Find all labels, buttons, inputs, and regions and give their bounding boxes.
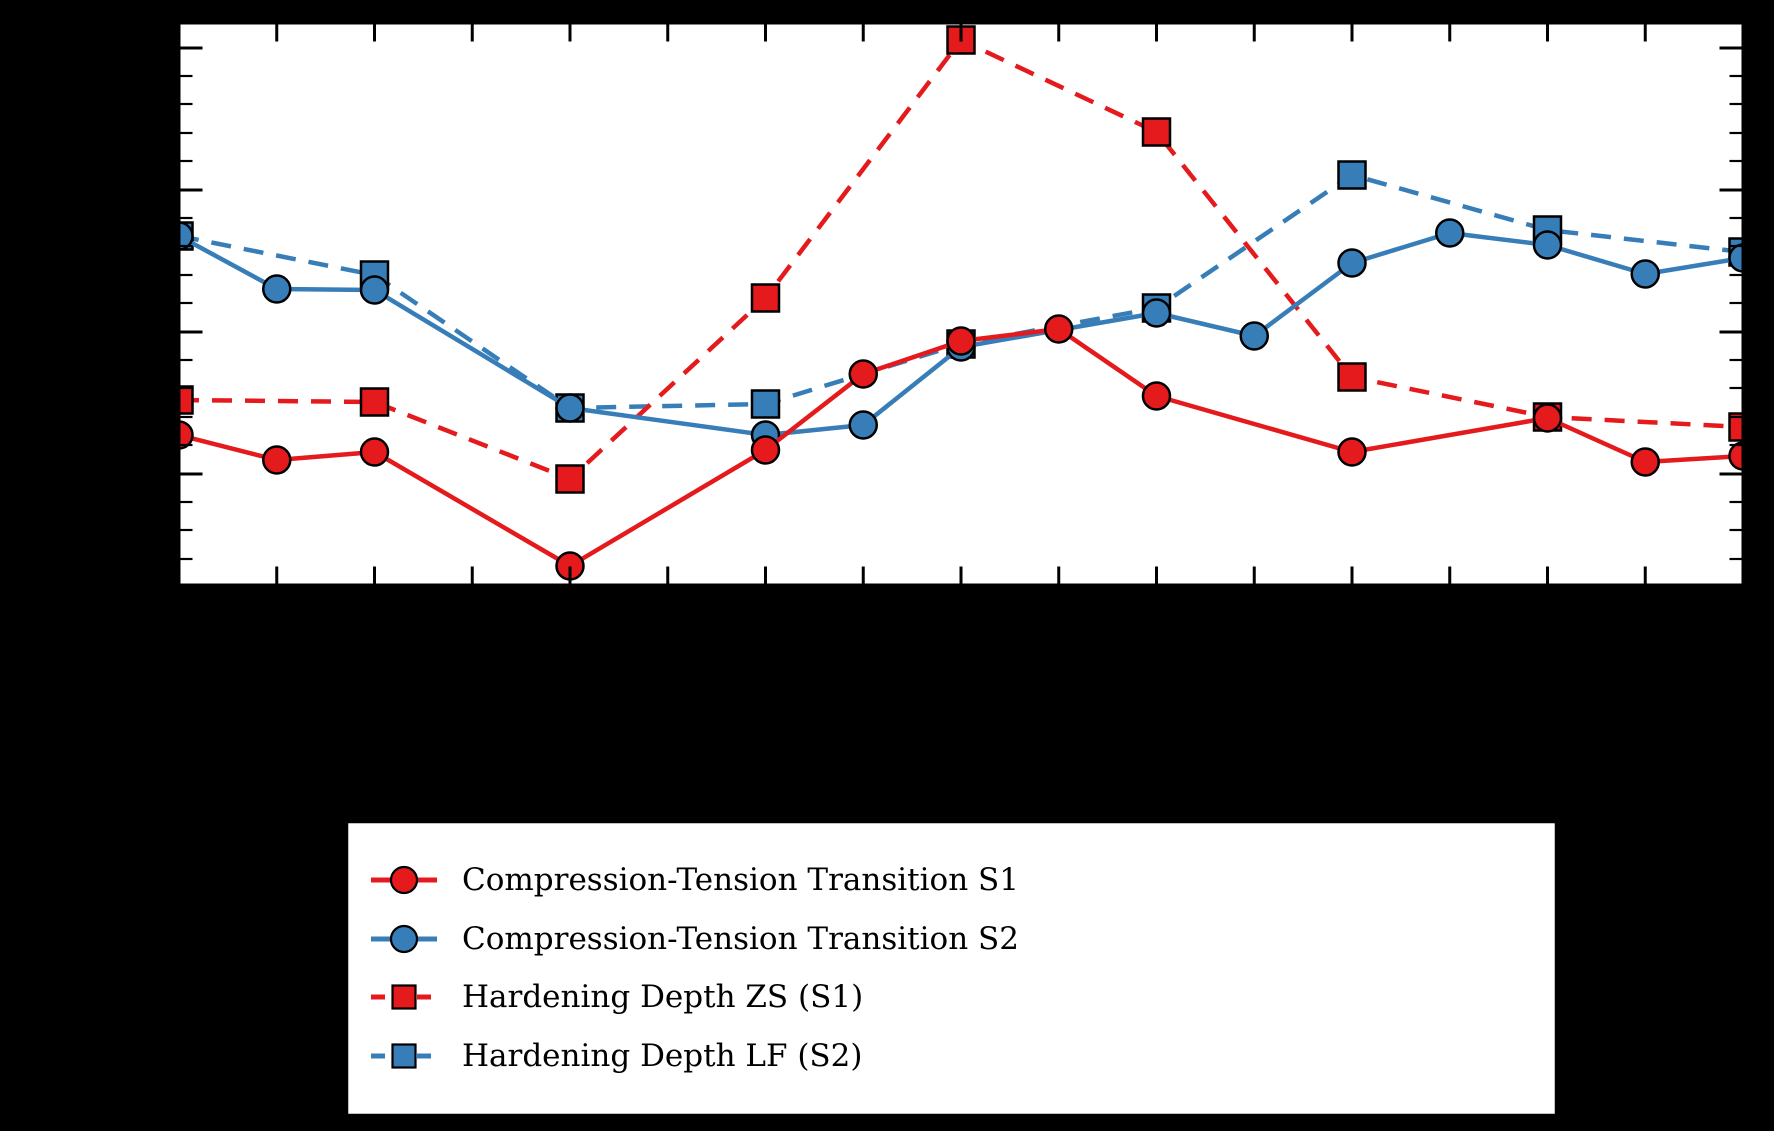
compression-tension-s1-circle-marker: [1630, 447, 1660, 477]
compression-tension-s1-circle-marker: [1337, 437, 1367, 467]
legend-square-marker-red: [391, 984, 417, 1010]
legend-box: [345, 820, 1558, 1117]
hardening-depth-zs-s1-square-marker: [1141, 117, 1172, 147]
legend-label-zs: Hardening Depth ZS (S1): [462, 979, 863, 1015]
legend-entry-s1: Compression-Tension Transition S1: [371, 862, 1019, 898]
compression-tension-s2-circle-marker: [359, 275, 390, 305]
legend-square-marker-blue: [391, 1043, 417, 1069]
compression-tension-s2-circle-marker: [1630, 259, 1660, 289]
compression-tension-s1-circle-marker: [848, 359, 878, 389]
compression-tension-s2-circle-marker: [179, 221, 194, 251]
compression-tension-s2-circle-marker: [1728, 243, 1743, 273]
legend-entry-s2: Compression-Tension Transition S2: [371, 921, 1019, 957]
legend-circle-marker-blue: [389, 924, 419, 954]
compression-tension-s1-circle-marker: [359, 437, 390, 467]
compression-tension-s2-circle-marker: [1435, 218, 1465, 248]
legend-entry-lf: Hardening Depth LF (S2): [371, 1038, 863, 1074]
compression-tension-s1-circle-marker: [1044, 314, 1074, 344]
compression-tension-s1-circle-marker: [262, 445, 292, 475]
compression-tension-s2-circle-marker: [262, 274, 292, 304]
compression-tension-s2-circle-marker: [1141, 298, 1172, 328]
compression-tension-s2-circle-marker: [848, 410, 878, 440]
hardening-depth-lf-s2-square-marker: [1337, 160, 1367, 190]
legend-label-lf: Hardening Depth LF (S2): [462, 1038, 863, 1074]
legend-circle-marker-red: [389, 865, 419, 895]
legend-entry-zs: Hardening Depth ZS (S1): [371, 979, 863, 1015]
compression-tension-s1-circle-marker: [1141, 381, 1172, 411]
legend-label-s1: Compression-Tension Transition S1: [462, 862, 1019, 898]
hardening-depth-zs-s1-square-marker: [750, 283, 781, 313]
compression-tension-s1-circle-marker: [946, 326, 976, 356]
axes-layer: [177, 21, 1745, 587]
compression-tension-s1-circle-marker: [750, 435, 781, 465]
hardening-depth-zs-s1-square-marker: [359, 387, 390, 417]
hardening-depth-zs-s1-square-marker: [555, 464, 585, 494]
legend-label-s2: Compression-Tension Transition S2: [462, 921, 1019, 957]
legend: Compression-Tension Transition S1 Compre…: [345, 820, 1558, 1117]
compression-tension-s2-circle-marker: [555, 393, 585, 423]
compression-tension-s1-circle-marker: [1728, 441, 1743, 471]
series-layer: [179, 25, 1743, 581]
hardening-depth-zs-s1-square-marker: [1728, 412, 1743, 442]
compression-tension-s2-circle-marker: [1239, 321, 1269, 351]
compression-tension-s1-circle-marker: [1532, 403, 1563, 433]
hardening-depth-zs-s1-square-marker: [179, 385, 194, 415]
compression-tension-s2-circle-marker: [1337, 248, 1367, 278]
compression-tension-s1-circle-marker: [179, 420, 194, 450]
hardening-depth-lf-s2-square-marker: [750, 389, 781, 419]
compression-tension-s2-circle-marker: [1532, 230, 1563, 260]
axes-spines: [177, 21, 1745, 587]
hardening-depth-zs-s1-square-marker: [1337, 362, 1367, 392]
